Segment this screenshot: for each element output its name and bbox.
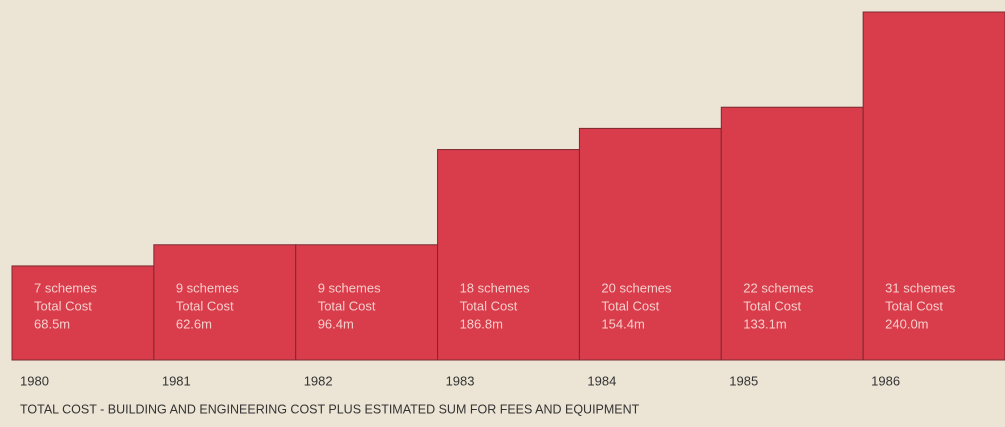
x-tick-label: 1984 xyxy=(587,373,616,388)
cost-label: 154.4m xyxy=(601,316,644,331)
cost-caption: Total Cost xyxy=(176,298,234,313)
cost-caption: Total Cost xyxy=(318,298,376,313)
cost-caption: Total Cost xyxy=(460,298,518,313)
bar xyxy=(862,11,1005,361)
x-tick-label: 1986 xyxy=(871,373,900,388)
x-tick-label: 1985 xyxy=(729,373,758,388)
cost-label: 133.1m xyxy=(743,316,786,331)
x-tick-label: 1982 xyxy=(304,373,333,388)
bar-label: 18 schemes xyxy=(460,280,531,295)
cost-label: 240.0m xyxy=(885,316,928,331)
x-tick-label: 1983 xyxy=(446,373,475,388)
bar-label: 9 schemes xyxy=(176,280,239,295)
cost-caption: Total Cost xyxy=(885,298,943,313)
bar xyxy=(153,244,297,361)
bar xyxy=(578,127,722,361)
bar-label: 9 schemes xyxy=(318,280,381,295)
footnote: TOTAL COST - BUILDING AND ENGINEERING CO… xyxy=(20,402,640,416)
cost-label: 62.6m xyxy=(176,316,212,331)
bar xyxy=(11,265,155,361)
cost-caption: Total Cost xyxy=(743,298,801,313)
cost-label: 68.5m xyxy=(34,316,70,331)
bar xyxy=(437,149,580,361)
cost-caption: Total Cost xyxy=(34,298,92,313)
cost-caption: Total Cost xyxy=(601,298,659,313)
x-tick-label: 1980 xyxy=(20,373,49,388)
cost-label: 186.8m xyxy=(460,316,503,331)
bar xyxy=(295,244,439,361)
bar xyxy=(720,106,864,361)
x-tick-label: 1981 xyxy=(162,373,191,388)
cost-label: 96.4m xyxy=(318,316,354,331)
bar-label: 20 schemes xyxy=(601,280,672,295)
bar-label: 7 schemes xyxy=(34,280,97,295)
bar-label: 31 schemes xyxy=(885,280,956,295)
bar-label: 22 schemes xyxy=(743,280,814,295)
